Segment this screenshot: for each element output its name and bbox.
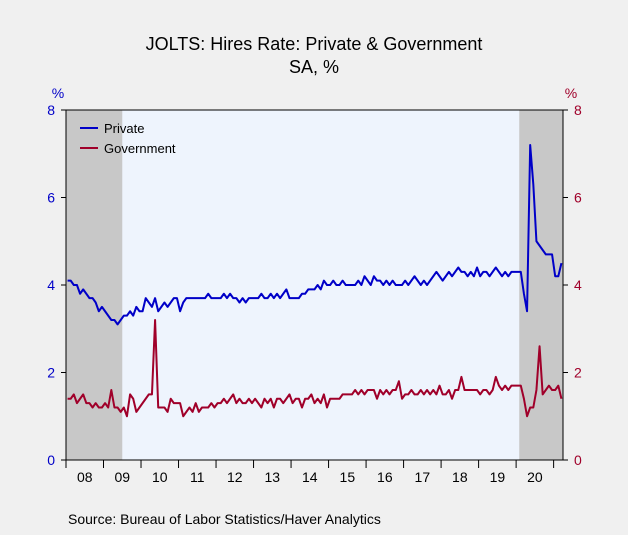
left-axis-tick-label: 6 bbox=[47, 190, 55, 206]
x-axis-tick-label: 08 bbox=[77, 469, 93, 485]
right-axis-tick-label: 2 bbox=[574, 365, 582, 381]
series-line-private bbox=[67, 144, 563, 326]
series-line-government bbox=[67, 319, 563, 418]
right-axis-tick-label: 0 bbox=[574, 452, 582, 468]
legend-label-private: Private bbox=[104, 121, 144, 136]
chart-title: JOLTS: Hires Rate: Private & Government bbox=[146, 34, 483, 54]
x-axis-tick-label: 11 bbox=[190, 469, 205, 485]
left-axis-tick-label: 2 bbox=[47, 365, 55, 381]
x-axis-tick-label: 13 bbox=[265, 469, 281, 485]
chart-subtitle: SA, % bbox=[289, 57, 339, 77]
left-axis-tick-label: 0 bbox=[47, 452, 55, 468]
right-axis-tick-label: 4 bbox=[574, 277, 582, 293]
x-axis-tick-label: 14 bbox=[302, 469, 318, 485]
x-axis-tick-label: 17 bbox=[415, 469, 431, 485]
right-axis-tick-label: 8 bbox=[574, 102, 582, 118]
x-axis-tick-label: 15 bbox=[340, 469, 356, 485]
recession-shading bbox=[519, 110, 563, 460]
source-note: Source: Bureau of Labor Statistics/Haver… bbox=[68, 511, 381, 527]
x-axis-tick-label: 12 bbox=[227, 469, 243, 485]
plot-area: 0 0 2 2 4 4 6 6 8 8 08 09 10 11 12 13 14 15 16 17 18 19 20 bbox=[47, 102, 582, 485]
right-axis-unit: % bbox=[565, 85, 577, 101]
x-axis-tick-label: 09 bbox=[114, 469, 130, 485]
x-axis-tick-label: 20 bbox=[527, 469, 543, 485]
legend: Private Government bbox=[80, 121, 176, 156]
x-axis-tick-label: 19 bbox=[490, 469, 506, 485]
x-axis-tick-label: 18 bbox=[452, 469, 468, 485]
x-axis-tick-label: 10 bbox=[152, 469, 168, 485]
left-axis-unit: % bbox=[52, 85, 64, 101]
left-axis-tick-label: 4 bbox=[47, 277, 55, 293]
x-axis-tick-label: 16 bbox=[377, 469, 393, 485]
legend-label-government: Government bbox=[104, 141, 176, 156]
right-axis-tick-label: 6 bbox=[574, 190, 582, 206]
left-axis-tick-label: 8 bbox=[47, 102, 55, 118]
